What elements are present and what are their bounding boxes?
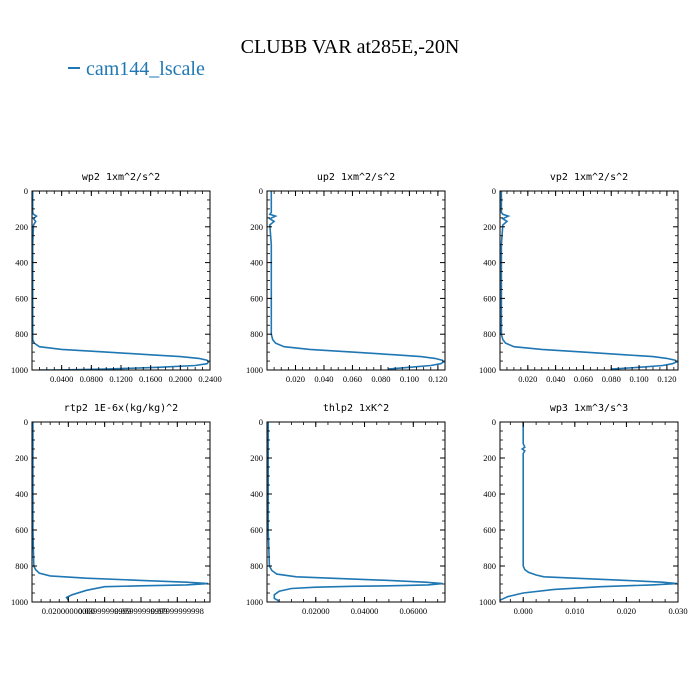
y-tick-label: 0: [259, 186, 263, 196]
x-tick-label: 0.040: [546, 374, 565, 384]
y-tick-label: 200: [15, 453, 28, 463]
x-tick-label: 0.100: [630, 374, 649, 384]
plot-frame: [31, 421, 211, 603]
x-tick-label: 0.060: [343, 374, 362, 384]
y-tick-label: 800: [483, 561, 496, 571]
panel-title: wp2 1xm^2/s^2: [82, 172, 160, 183]
x-tick-label: 0.02000000000: [42, 606, 95, 616]
x-tick-label: 0.120: [657, 374, 676, 384]
y-tick-label: 0: [24, 186, 28, 196]
series-line: [32, 422, 209, 601]
y-tick-label: 400: [15, 258, 28, 268]
y-tick-label: 800: [483, 329, 496, 339]
y-tick-label: 800: [250, 561, 263, 571]
x-tick-label: 0.040: [314, 374, 333, 384]
x-tick-label: 0.100: [400, 374, 419, 384]
y-tick-label: 600: [250, 293, 263, 303]
x-tick-label: 0.2400: [198, 374, 221, 384]
x-tick-label: 0.020: [617, 606, 636, 616]
chart-panel-3: vp2 1xm^2/s^2 0 200 400 600 800 1000 0.020 0.040…: [479, 172, 679, 384]
chart-panel-4: rtp2 1E-6x(kg/kg)^2 0 200 400 600 800 1000 0.02…: [11, 403, 211, 616]
chart-panel-5: thlp2 1xK^2 0 200 400 600 800 1000 0.02000 0.040…: [246, 403, 446, 616]
x-tick-label: 0.05999999999: [114, 606, 167, 616]
legend-swatch: [68, 67, 80, 70]
y-tick-label: 400: [483, 489, 496, 499]
x-tick-label: 0.020: [286, 374, 305, 384]
x-tick-label: 0.04000: [351, 606, 379, 616]
panel-title: thlp2 1xK^2: [323, 403, 389, 414]
y-tick-label: 0: [24, 417, 28, 427]
x-tick-label: 0.02000: [302, 606, 330, 616]
plot-frame: [499, 190, 679, 371]
x-tick-label: 0.120: [428, 374, 447, 384]
y-tick-label: 800: [15, 561, 28, 571]
series-line: [500, 191, 678, 370]
y-tick-label: 0: [259, 417, 263, 427]
plot-frame: [499, 421, 679, 603]
y-tick-label: 0: [492, 186, 496, 196]
y-tick-label: 800: [15, 329, 28, 339]
x-tick-label: 0.080: [602, 374, 621, 384]
series-line: [500, 422, 678, 601]
x-tick-label: 0.1600: [139, 374, 162, 384]
panel-title: rtp2 1E-6x(kg/kg)^2: [64, 403, 178, 414]
y-tick-label: 800: [250, 329, 263, 339]
chart-panel-6: wp3 1xm^3/s^3 0 200 400 600 800 1000 0.000 0.010…: [479, 403, 688, 616]
x-tick-label: 0.010: [565, 606, 584, 616]
plot-frame: [266, 190, 446, 371]
plot-frame: [31, 190, 211, 371]
y-tick-label: 400: [250, 489, 263, 499]
y-tick-label: 400: [483, 258, 496, 268]
x-tick-label: 0.0800: [80, 374, 103, 384]
x-tick-label: 0.080: [371, 374, 390, 384]
y-tick-label: 200: [250, 453, 263, 463]
legend-label: cam144_lscale: [86, 58, 205, 80]
panel-title: vp2 1xm^2/s^2: [550, 172, 628, 183]
y-tick-label: 200: [483, 222, 496, 232]
panel-title: up2 1xm^2/s^2: [317, 172, 395, 183]
x-tick-label: 0.2000: [169, 374, 192, 384]
panel-title: wp3 1xm^3/s^3: [550, 403, 628, 414]
series-line: [267, 422, 443, 602]
series-line: [32, 191, 210, 370]
x-tick-label: 0.07999999998: [151, 606, 204, 616]
x-tick-label: 0.0400: [50, 374, 73, 384]
y-tick-label: 1000: [11, 365, 28, 375]
legend: cam144_lscale: [68, 58, 205, 81]
y-tick-label: 200: [250, 222, 263, 232]
chart-title: CLUBB VAR at285E,-20N: [240, 36, 460, 58]
y-tick-label: 600: [250, 525, 263, 535]
x-tick-label: 0.060: [574, 374, 593, 384]
chart-panel-2: up2 1xm^2/s^2 0 200 400 600 800 1000 0.020 0.040…: [246, 172, 447, 384]
y-tick-label: 1000: [479, 365, 496, 375]
y-tick-label: 400: [250, 258, 263, 268]
chart-panel-1: wp2 1xm^2/s^2 0 200 400 600 800 1000 0.0400 0.08…: [11, 172, 222, 384]
y-tick-label: 600: [483, 293, 496, 303]
x-tick-label: 0.03999999999: [78, 606, 131, 616]
y-tick-label: 400: [15, 489, 28, 499]
plot-frame: [266, 421, 446, 603]
y-tick-label: 0: [492, 417, 496, 427]
y-tick-label: 600: [15, 525, 28, 535]
y-tick-label: 600: [15, 293, 28, 303]
series-line: [268, 191, 445, 370]
x-tick-label: 0.06000: [399, 606, 427, 616]
x-tick-label: 0.020: [518, 374, 537, 384]
y-tick-label: 200: [15, 222, 28, 232]
x-tick-label: 0.1200: [109, 374, 132, 384]
x-tick-label: 0.030: [668, 606, 687, 616]
y-tick-label: 1000: [246, 597, 263, 607]
y-tick-label: 1000: [246, 365, 263, 375]
y-tick-label: 600: [483, 525, 496, 535]
y-tick-label: 1000: [479, 597, 496, 607]
y-tick-label: 200: [483, 453, 496, 463]
y-tick-label: 1000: [11, 597, 28, 607]
x-tick-label: 0.000: [514, 606, 533, 616]
